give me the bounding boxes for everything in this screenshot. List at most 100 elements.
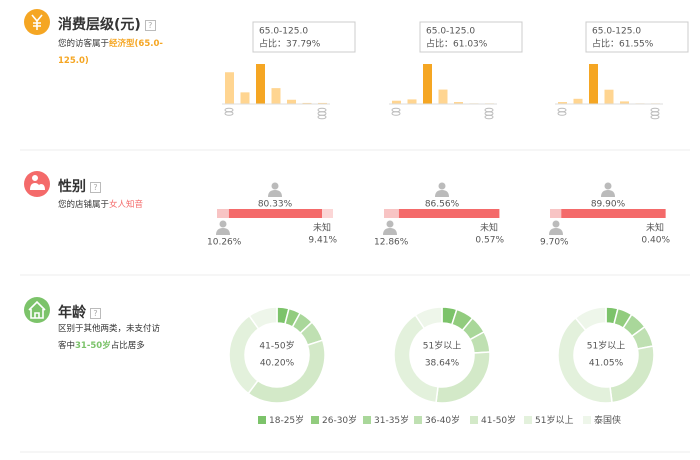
donut-segment bbox=[609, 345, 655, 404]
legend-swatch bbox=[583, 416, 591, 424]
section-title: 消费层级(元)? bbox=[58, 14, 156, 34]
bar bbox=[225, 72, 234, 104]
people-glyph bbox=[30, 175, 45, 190]
legend-label: 26-30岁 bbox=[322, 414, 357, 426]
help-icon[interactable]: ? bbox=[144, 19, 156, 31]
donut-segment bbox=[574, 306, 607, 332]
desc-highlight: 31-50岁 bbox=[75, 341, 111, 351]
house-glyph bbox=[28, 300, 46, 319]
yen-glyph bbox=[31, 14, 43, 30]
legend-swatch bbox=[524, 416, 532, 424]
person-icon bbox=[549, 228, 563, 235]
bar bbox=[302, 102, 312, 104]
person-icon bbox=[268, 190, 282, 197]
legend-swatch bbox=[470, 416, 478, 424]
donut-segment bbox=[228, 314, 260, 395]
legend-label: 51岁以上 bbox=[535, 414, 573, 426]
bar bbox=[589, 64, 598, 104]
bar bbox=[318, 102, 327, 104]
desc-text: 您的访客属于 bbox=[58, 39, 110, 49]
bar bbox=[604, 89, 614, 104]
coin-icon bbox=[317, 114, 327, 120]
segment bbox=[398, 209, 500, 218]
section-title: 年龄? bbox=[58, 302, 101, 322]
unknown-label: 0.57% bbox=[475, 236, 504, 246]
center-name: 41-50岁 bbox=[259, 340, 294, 352]
unknown-name: 未知 bbox=[646, 222, 664, 234]
bar bbox=[620, 101, 629, 104]
male-label: 12.86% bbox=[374, 238, 409, 248]
tooltip bbox=[419, 21, 523, 53]
help-icon[interactable]: ? bbox=[90, 181, 101, 193]
legend-label: 36-40岁 bbox=[425, 414, 460, 426]
person-icon bbox=[271, 182, 279, 190]
person-icon bbox=[216, 228, 230, 235]
center-name: 51岁以上 bbox=[423, 340, 461, 352]
segment bbox=[550, 209, 562, 218]
tooltip bbox=[252, 21, 356, 53]
person-icon bbox=[383, 228, 397, 235]
bar bbox=[423, 64, 432, 104]
person-icon bbox=[219, 220, 227, 228]
tooltip-label: 占比：61.55% bbox=[592, 38, 654, 50]
bar bbox=[558, 102, 567, 104]
segment bbox=[561, 209, 666, 218]
tooltip-label: 占比：61.03% bbox=[426, 38, 488, 50]
unknown-name: 未知 bbox=[313, 222, 331, 234]
desc-highlight: 女人知音 bbox=[109, 200, 144, 210]
coin-icon bbox=[650, 114, 660, 120]
desc-highlight: 经济型(65.0-125.0) bbox=[58, 39, 163, 66]
bar bbox=[573, 98, 583, 104]
tooltip-title: 65.0-125.0 bbox=[426, 27, 475, 37]
female-label: 80.33% bbox=[258, 200, 293, 210]
segment bbox=[384, 209, 399, 218]
title-text: 消费层级(元) bbox=[58, 17, 141, 33]
legend-label: 泰国侠 bbox=[594, 414, 621, 426]
person-icon bbox=[438, 182, 446, 190]
donut-segment bbox=[414, 306, 443, 330]
unknown-label: 0.40% bbox=[641, 236, 670, 246]
center-label: 40.20% bbox=[260, 359, 295, 369]
tooltip-label: 占比：37.79% bbox=[259, 38, 321, 50]
bar bbox=[438, 89, 448, 104]
bar bbox=[407, 99, 417, 104]
segment bbox=[322, 209, 333, 218]
title-text: 年龄 bbox=[58, 305, 86, 321]
desc-text: 区别于其他两类，未支付访客中 bbox=[58, 324, 161, 351]
segment bbox=[228, 209, 323, 218]
person-icon bbox=[552, 220, 560, 228]
legend-swatch bbox=[414, 416, 422, 424]
male-label: 9.70% bbox=[540, 238, 569, 248]
unknown-label: 9.41% bbox=[308, 236, 337, 246]
bar bbox=[392, 100, 401, 104]
bar bbox=[287, 99, 296, 104]
help-icon[interactable]: ? bbox=[90, 307, 101, 319]
person-icon bbox=[604, 182, 612, 190]
bar bbox=[454, 102, 463, 104]
donut-segment bbox=[248, 306, 278, 330]
bar bbox=[256, 64, 265, 104]
desc-text: 您的店铺属于 bbox=[58, 200, 110, 210]
bar bbox=[271, 88, 281, 104]
tooltip bbox=[585, 21, 689, 53]
section-desc: 您的店铺属于女人知音 bbox=[58, 197, 166, 214]
female-label: 86.56% bbox=[425, 200, 460, 210]
bar bbox=[240, 92, 250, 104]
segment bbox=[217, 209, 229, 218]
legend-swatch bbox=[258, 416, 266, 424]
center-name: 51岁以上 bbox=[587, 340, 625, 352]
person-icon bbox=[386, 220, 394, 228]
section-desc: 您的访客属于经济型(65.0-125.0) bbox=[58, 36, 166, 70]
unknown-name: 未知 bbox=[480, 222, 498, 234]
legend-label: 41-50岁 bbox=[481, 414, 516, 426]
coin-icon bbox=[391, 111, 401, 116]
segment bbox=[499, 209, 500, 218]
person-icon bbox=[435, 190, 449, 197]
center-label: 38.64% bbox=[425, 359, 460, 369]
section-desc: 区别于其他两类，未支付访客中31-50岁占比居多 bbox=[58, 321, 164, 355]
coin-icon bbox=[484, 114, 494, 120]
female-label: 89.90% bbox=[591, 200, 626, 210]
legend-label: 18-25岁 bbox=[269, 414, 304, 426]
